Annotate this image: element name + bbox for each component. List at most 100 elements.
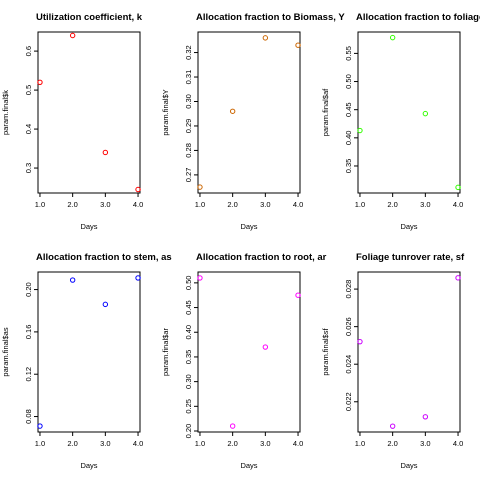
- x-tick-label: 2.0: [67, 439, 77, 448]
- data-point: [102, 301, 109, 308]
- y-tick-label: 0.35: [184, 350, 193, 365]
- chart-title: Allocation fraction to stem, as: [36, 252, 172, 263]
- data-point: [357, 127, 363, 134]
- chart-title: Utilization coefficient, k: [36, 12, 143, 23]
- chart-title: Allocation fraction to foliage, af: [356, 12, 480, 23]
- y-tick-label: 0.028: [344, 280, 353, 299]
- x-tick-label: 2.0: [387, 439, 397, 448]
- x-tick-label: 4.0: [133, 200, 143, 209]
- y-tick-label: 0.022: [344, 392, 353, 411]
- data-point: [455, 184, 461, 191]
- plot-frame: [357, 31, 461, 194]
- data-point: [37, 423, 43, 429]
- x-tick-label: 1.0: [355, 439, 365, 448]
- x-axis-label: Days: [80, 461, 97, 470]
- y-tick-label: 0.27: [184, 168, 193, 183]
- y-tick-label: 0.026: [344, 317, 353, 336]
- y-tick-label: 0.5: [24, 85, 33, 95]
- x-tick-label: 1.0: [355, 200, 365, 209]
- chart-panel: Allocation fraction to foliage, af 1.0 2.0…: [321, 12, 480, 231]
- y-tick-label: 0.30: [184, 94, 193, 109]
- y-tick-label: 0.32: [184, 45, 193, 60]
- chart-panel: Foliage tunrover rate, sf 1.0 2.0 3.0 4.0 0.0…: [321, 252, 465, 470]
- data-point: [262, 35, 269, 41]
- data-point: [102, 149, 109, 156]
- y-tick-label: 0.25: [184, 399, 193, 414]
- plot-frame: [357, 271, 461, 433]
- y-tick-label: 0.16: [24, 325, 33, 340]
- x-tick-label: 1.0: [195, 200, 205, 209]
- data-point: [229, 108, 236, 114]
- chart-panel: Allocation fraction to stem, as 1.0 2.0 3.0…: [1, 252, 172, 470]
- chart-title: Allocation fraction to root, ar: [196, 252, 327, 263]
- plot-frame: [37, 31, 141, 194]
- chart-panel: Allocation fraction to root, ar 1.0 2.0 3.0…: [161, 252, 327, 470]
- chart-panel: Allocation fraction to Biomass, Y 1.0 2.0 3…: [161, 12, 345, 231]
- data-point: [295, 42, 301, 48]
- y-tick-label: 0.6: [24, 46, 33, 56]
- chart-title: Allocation fraction to Biomass, Y: [196, 12, 345, 23]
- x-axis-label: Days: [240, 222, 257, 231]
- y-tick-label: 0.29: [184, 119, 193, 134]
- plot-frame: [197, 31, 301, 194]
- data-point: [229, 423, 236, 429]
- y-tick-label: 0.08: [24, 409, 33, 424]
- x-tick-label: 3.0: [260, 439, 270, 448]
- x-tick-label: 2.0: [387, 200, 397, 209]
- y-axis-label: param.final$sf: [321, 328, 330, 376]
- data-point: [69, 277, 76, 283]
- data-point: [295, 292, 301, 298]
- y-tick-label: 0.55: [344, 46, 353, 61]
- x-axis-label: Days: [400, 222, 417, 231]
- data-point: [262, 344, 269, 350]
- data-point: [357, 338, 363, 345]
- y-axis-label: param.final$af: [321, 88, 330, 136]
- y-tick-label: 0.30: [184, 374, 193, 389]
- data-point: [455, 275, 461, 281]
- x-tick-label: 2.0: [227, 439, 237, 448]
- y-tick-label: 0.40: [184, 325, 193, 340]
- data-point: [135, 275, 141, 281]
- data-point: [389, 34, 396, 41]
- x-tick-label: 4.0: [293, 439, 303, 448]
- x-tick-label: 4.0: [133, 439, 143, 448]
- plot-frame: [197, 271, 301, 433]
- y-tick-label: 0.12: [24, 367, 33, 382]
- data-point: [37, 79, 43, 85]
- y-tick-label: 0.3: [24, 163, 33, 173]
- x-axis-label: Days: [240, 461, 257, 470]
- data-point: [422, 110, 429, 117]
- y-axis-label: param.final$Y: [161, 89, 170, 135]
- y-tick-label: 0.4: [24, 124, 33, 134]
- y-tick-label: 0.50: [344, 74, 353, 89]
- y-tick-label: 0.45: [184, 300, 193, 315]
- y-tick-label: 0.40: [344, 131, 353, 146]
- x-tick-label: 3.0: [420, 439, 430, 448]
- x-tick-label: 4.0: [453, 439, 463, 448]
- x-tick-label: 1.0: [35, 200, 45, 209]
- y-axis-label: param.final$as: [1, 327, 10, 376]
- x-tick-label: 2.0: [227, 200, 237, 209]
- x-tick-label: 3.0: [100, 439, 110, 448]
- y-tick-label: 0.024: [344, 355, 353, 374]
- y-tick-label: 0.35: [344, 159, 353, 174]
- x-tick-label: 1.0: [35, 439, 45, 448]
- data-point: [197, 184, 203, 190]
- y-tick-label: 0.28: [184, 143, 193, 158]
- x-tick-label: 3.0: [260, 200, 270, 209]
- data-point: [389, 423, 396, 429]
- plot-frame: [37, 271, 141, 433]
- x-tick-label: 1.0: [195, 439, 205, 448]
- y-axis-label: param.final$k: [1, 90, 10, 135]
- chart-title: Foliage tunrover rate, sf: [356, 252, 465, 263]
- y-tick-label: 0.20: [24, 282, 33, 297]
- x-tick-label: 4.0: [453, 200, 463, 209]
- y-axis-label: param.final$ar: [161, 328, 170, 376]
- x-tick-label: 4.0: [293, 200, 303, 209]
- data-point: [135, 186, 141, 193]
- data-point: [69, 32, 76, 39]
- y-tick-label: 0.50: [184, 276, 193, 291]
- y-tick-label: 0.45: [344, 102, 353, 117]
- x-tick-label: 2.0: [67, 200, 77, 209]
